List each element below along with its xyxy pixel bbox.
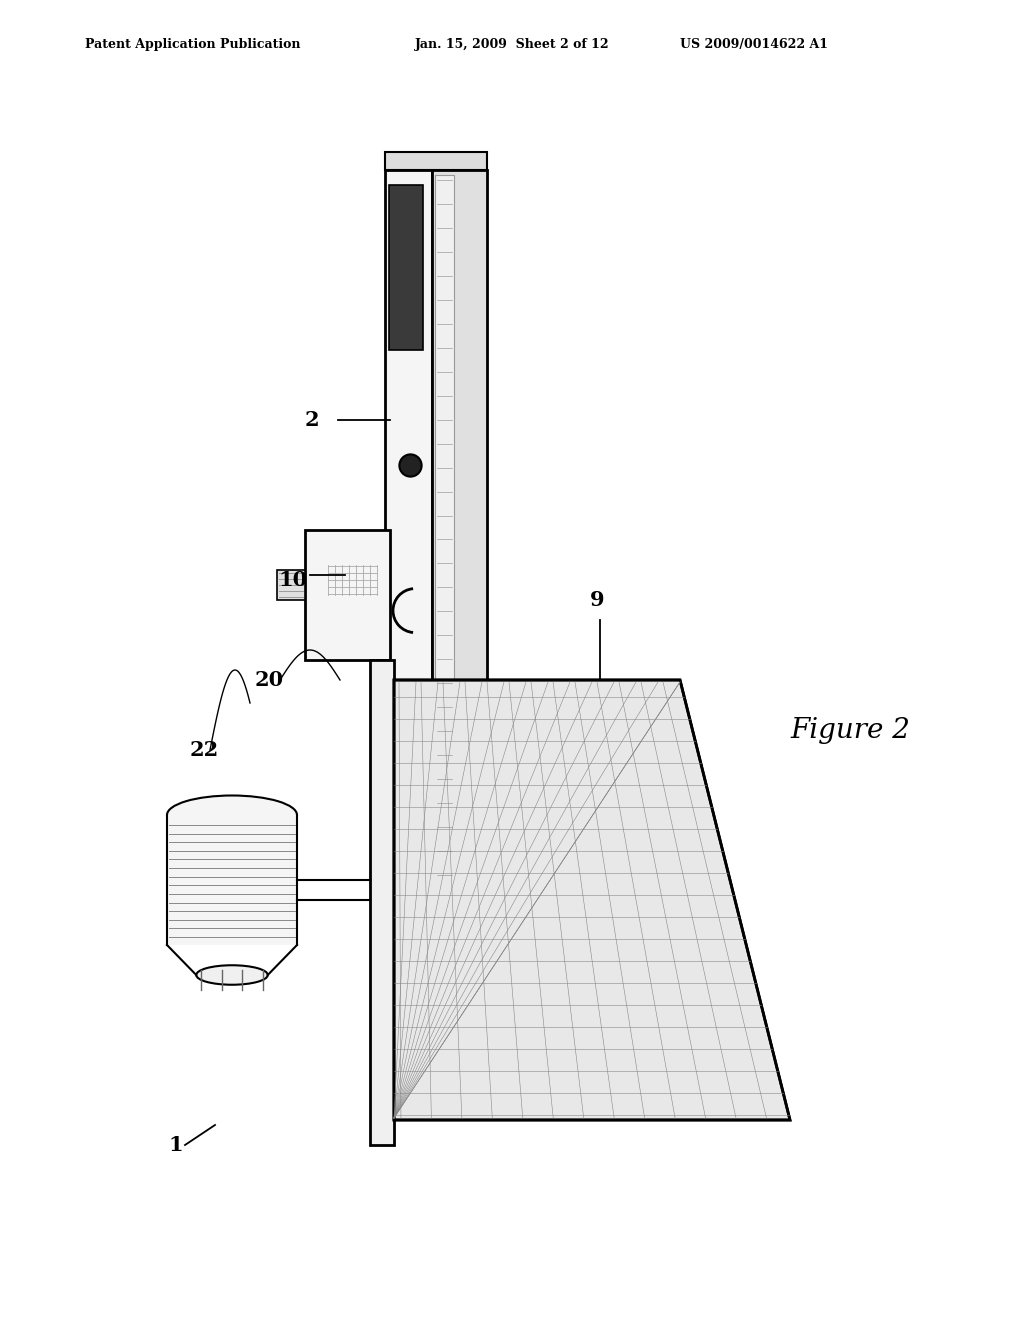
Bar: [385, 152, 487, 170]
Bar: [325, 564, 380, 597]
Bar: [435, 176, 454, 880]
Ellipse shape: [167, 796, 297, 834]
Bar: [432, 170, 487, 884]
Text: 9: 9: [590, 590, 604, 610]
Bar: [389, 185, 423, 350]
Text: Jan. 15, 2009  Sheet 2 of 12: Jan. 15, 2009 Sheet 2 of 12: [415, 38, 609, 51]
Text: 2: 2: [305, 411, 319, 430]
Bar: [370, 660, 394, 1144]
Bar: [318, 597, 381, 619]
Text: 20: 20: [255, 671, 284, 690]
Text: Figure 2: Figure 2: [790, 717, 910, 743]
Text: 22: 22: [190, 741, 219, 760]
Text: 1: 1: [168, 1135, 182, 1155]
Bar: [305, 531, 390, 660]
Bar: [167, 814, 297, 945]
Polygon shape: [394, 680, 790, 1119]
Bar: [278, 570, 305, 601]
Bar: [385, 170, 432, 900]
Bar: [310, 564, 385, 597]
Ellipse shape: [197, 965, 267, 985]
Text: Patent Application Publication: Patent Application Publication: [85, 38, 300, 51]
Text: 10: 10: [278, 570, 307, 590]
Text: US 2009/0014622 A1: US 2009/0014622 A1: [680, 38, 828, 51]
